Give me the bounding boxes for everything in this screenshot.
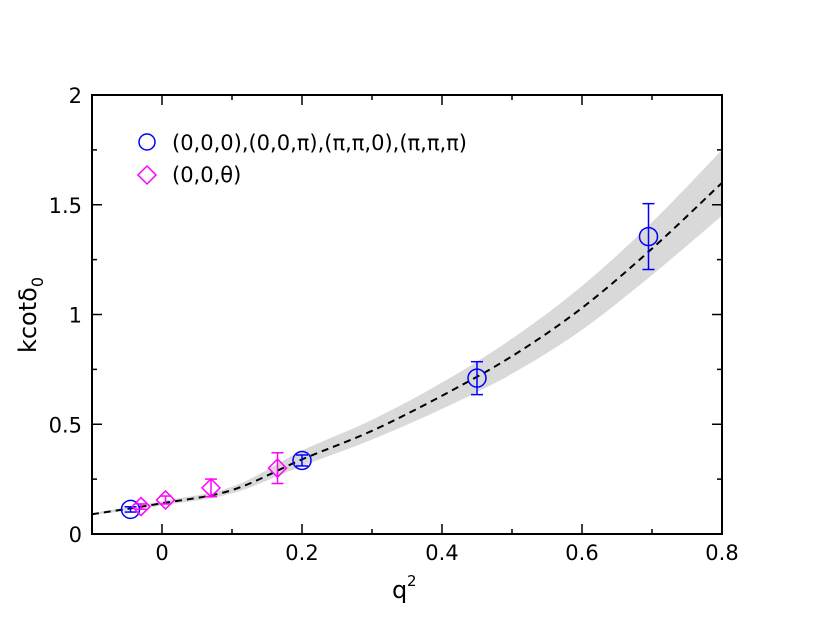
y-tick-label: 0.5 xyxy=(49,413,82,437)
legend-label-series-2: (0,0,θ) xyxy=(172,163,241,187)
plot-frame xyxy=(91,94,723,535)
x-axis-label-base: q xyxy=(392,576,407,604)
y-tick-label: 1.5 xyxy=(49,194,82,218)
x-axis-label-superscript: 2 xyxy=(407,572,417,590)
marker-circle xyxy=(467,368,487,388)
legend: (0,0,0),(0,0,π),(π,π,0),(π,π,π) (0,0,θ) xyxy=(136,131,467,187)
marker-diamond xyxy=(130,496,152,517)
x-tick-label: 0.2 xyxy=(285,541,318,565)
legend-marker-circle xyxy=(138,133,156,151)
y-tick-label: 1 xyxy=(69,304,82,328)
marker-diamond xyxy=(155,489,176,511)
marker-circle xyxy=(638,226,659,247)
y-axis-label-subscript: 0 xyxy=(28,277,47,287)
data-point-series-1 xyxy=(467,360,487,396)
x-axis-label: q 2 xyxy=(392,572,417,604)
x-tick-label: 0 xyxy=(155,541,168,565)
legend-marker-diamond xyxy=(136,164,158,186)
y-axis-label-text: kcotδ0 xyxy=(14,277,47,353)
data-point-series-2 xyxy=(267,452,288,485)
legend-label-series-1: (0,0,0),(0,0,π),(π,π,0),(π,π,π) xyxy=(172,131,467,155)
data-point-series-1 xyxy=(292,450,312,471)
data-points-layer xyxy=(120,202,659,520)
y-axis-label-base: kcotδ xyxy=(14,287,42,353)
marker-diamond xyxy=(267,458,288,479)
fit-curve-layer xyxy=(91,182,723,516)
marker-circle xyxy=(292,450,312,471)
axis-ticks-layer: 0 0.2 0.4 0.6 0.8 0 0.5 1 1.5 2 xyxy=(49,84,739,565)
confidence-band-layer xyxy=(92,149,722,516)
data-point-series-2 xyxy=(155,489,176,511)
x-tick-label: 0.8 xyxy=(705,541,738,565)
x-tick-label: 0.4 xyxy=(425,541,458,565)
marker-diamond xyxy=(200,477,222,498)
y-tick-label: 0 xyxy=(69,523,82,547)
y-axis-label: kcotδ0 xyxy=(14,277,47,353)
data-point-series-2 xyxy=(200,477,222,498)
x-tick-label: 0.6 xyxy=(565,541,598,565)
data-point-series-2 xyxy=(130,496,152,517)
y-tick-label: 2 xyxy=(69,84,82,108)
data-point-series-1 xyxy=(638,202,659,271)
confidence-band xyxy=(92,149,722,516)
fit-curve xyxy=(91,182,723,516)
